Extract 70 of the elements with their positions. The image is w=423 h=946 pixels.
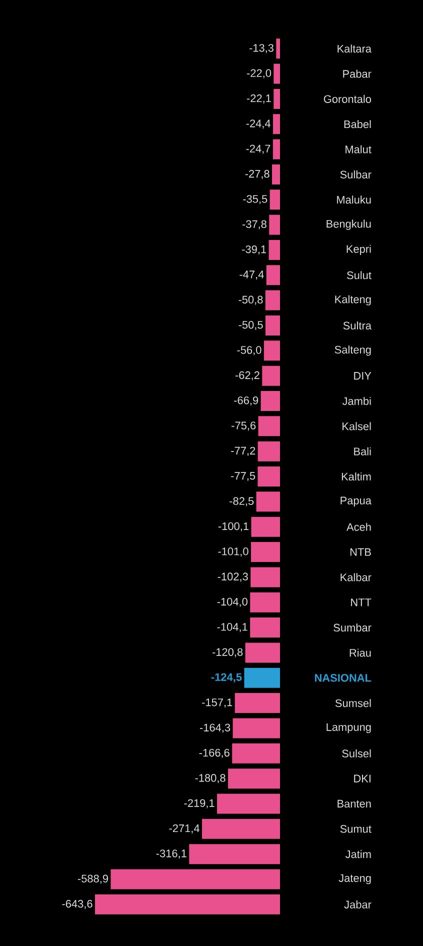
y-tick-label: Babel: [344, 120, 371, 128]
data-label: -104,1: [217, 623, 248, 632]
data-label: -271,4: [169, 824, 200, 834]
y-tick-label: Kaltim: [342, 472, 371, 481]
data-label: -24,7: [246, 144, 270, 154]
y-tick-label: Aceh: [346, 522, 371, 531]
y-tick-label: NTT: [351, 598, 372, 606]
data-label: -56,0: [237, 346, 262, 356]
data-label: -75,6: [232, 422, 256, 431]
data-label: -77,2: [231, 446, 256, 456]
data-label: -22,0: [246, 69, 272, 78]
y-tick-label: Kalsel: [342, 422, 371, 430]
data-label: -102,3: [218, 572, 248, 582]
data-label: -50,5: [238, 320, 263, 330]
y-tick-label: Kalteng: [335, 295, 371, 306]
data-label: -50,8: [238, 296, 263, 305]
data-label: -316,1: [156, 850, 186, 859]
y-tick-label: Sumbar: [334, 624, 372, 632]
y-tick-label: Sultra: [343, 321, 372, 330]
y-tick-label: Jambi: [342, 396, 371, 406]
data-label: -39,1: [242, 245, 266, 254]
y-tick-label: Maluku: [337, 196, 371, 204]
y-tick-label: Malut: [346, 145, 372, 154]
y-tick-label: Jatim: [345, 850, 371, 858]
y-tick-label: Bengkulu: [326, 220, 371, 230]
y-tick-label: DKI: [354, 774, 370, 782]
data-label: -166,6: [199, 748, 230, 758]
data-label: -82,5: [230, 497, 254, 506]
data-label: -164,3: [200, 724, 230, 733]
data-label: -27,8: [245, 170, 270, 179]
y-tick-label: Sulsel: [342, 749, 371, 758]
data-label: -24,4: [246, 120, 270, 129]
y-tick-label: Pabar: [343, 70, 372, 78]
y-tick-label: Bali: [354, 447, 371, 456]
data-label: -47,4: [240, 270, 264, 280]
data-label: -62,2: [235, 371, 260, 380]
y-tick-label: Banten: [338, 800, 371, 808]
data-label: -101,0: [218, 548, 248, 557]
data-label: -66,9: [234, 396, 258, 406]
y-tick-label: Kaltara: [338, 44, 372, 53]
y-tick-label: DIY: [354, 372, 372, 380]
data-label: -180,8: [195, 774, 226, 784]
data-label: -22,1: [246, 94, 271, 104]
y-tick-label: Salteng: [334, 346, 371, 356]
y-tick-label: Jateng: [338, 874, 371, 884]
y-tick-label: Sumsel: [335, 699, 371, 708]
y-tick-label: Sulbar: [340, 170, 372, 178]
y-tick-label: Jabar: [344, 900, 372, 908]
y-tick-label: Sumut: [340, 825, 372, 833]
y-tick-label: Riau: [350, 648, 371, 657]
data-label: -588,9: [78, 874, 108, 884]
y-tick-label: Papua: [340, 496, 372, 507]
data-label: -35,5: [243, 195, 268, 204]
y-tick-label: Kepri: [346, 244, 371, 256]
data-label: -219,1: [184, 799, 214, 808]
y-tick-label: NTB: [350, 548, 371, 556]
y-tick-label: Sulut: [347, 271, 372, 280]
y-tick-label: Gorontalo: [324, 94, 372, 103]
data-label: -157,1: [202, 698, 232, 708]
data-label: -120,8: [212, 648, 243, 658]
y-tick-label: Kalbar: [340, 573, 372, 582]
data-label: -37,8: [242, 220, 266, 230]
y-tick-label: NASIONAL: [314, 674, 372, 682]
data-label: -100,1: [218, 522, 248, 532]
data-label: -104,0: [217, 598, 248, 607]
data-label: -13,3: [249, 44, 274, 54]
data-label: -643,6: [62, 900, 92, 909]
y-tick-label: Lampung: [326, 723, 371, 734]
data-label: -77,5: [231, 472, 256, 481]
data-label: -124,5: [211, 673, 242, 683]
